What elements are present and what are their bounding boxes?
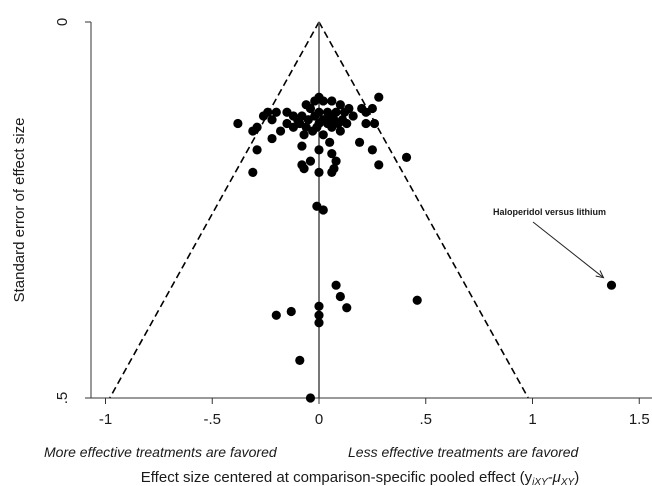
data-point: [299, 164, 309, 174]
data-point: [258, 111, 269, 121]
data-point: [295, 355, 305, 365]
data-point: [401, 152, 412, 162]
data-point: [361, 107, 371, 117]
data-point: [314, 145, 324, 155]
data-point: [248, 167, 258, 177]
data-point: [271, 107, 281, 117]
data-point: [286, 306, 296, 317]
data-point: [318, 130, 328, 140]
x-tick-label: .5: [419, 411, 432, 428]
annotation-label: Haloperidol versus lithium: [493, 207, 606, 217]
data-point: [267, 133, 277, 144]
data-point: [348, 111, 358, 121]
data-point: [305, 103, 316, 114]
chart-text: Haloperidol versus lithium More effective…: [11, 118, 606, 486]
y-tick-label: 0: [54, 18, 71, 26]
annotation-arrow: [532, 221, 604, 279]
data-point: [412, 295, 422, 305]
data-point: [318, 96, 328, 106]
data-point: [310, 96, 320, 106]
funnel-left-boundary: [109, 21, 320, 399]
data-point: [233, 118, 243, 129]
data-point: [267, 115, 277, 125]
data-point: [299, 130, 309, 140]
x-tick-label: -1: [99, 411, 112, 428]
data-point: [303, 115, 313, 125]
data-point: [331, 280, 341, 290]
data-point: [342, 118, 352, 129]
data-point: [374, 92, 384, 102]
data-point: [252, 145, 262, 155]
data-point: [297, 141, 307, 151]
data-point: [318, 205, 328, 215]
x-tick-label: 1: [528, 411, 536, 428]
data-point: [325, 137, 335, 147]
left-favor-label: More effective treatments are favored: [44, 444, 278, 460]
data-point: [354, 137, 365, 147]
x-tick-label: 1.5: [629, 411, 650, 428]
data-point: [314, 310, 324, 320]
x-tick-label: 0: [315, 411, 323, 428]
data-points: [233, 92, 617, 403]
data-point: [305, 393, 316, 403]
right-favor-label: Less effective treatments are favored: [348, 444, 580, 460]
data-point: [288, 122, 298, 132]
data-point: [271, 310, 281, 320]
data-point: [314, 318, 324, 328]
data-point: [248, 126, 258, 136]
axes: -1 -.5 0 .5 1 1.5 0 .5: [54, 18, 652, 428]
data-point: [327, 96, 337, 106]
data-point: [342, 303, 352, 313]
data-point: [335, 291, 345, 302]
data-point: [327, 122, 337, 132]
data-point: [367, 145, 377, 155]
data-point: [361, 118, 371, 129]
data-point: [331, 156, 341, 166]
y-axis-title: Standard error of effect size: [11, 118, 28, 303]
data-point: [369, 118, 380, 129]
x-tick-label: -.5: [203, 411, 221, 428]
data-point: [374, 160, 384, 170]
data-point: [305, 156, 316, 166]
data-point: [307, 126, 318, 136]
funnel-right-boundary: [318, 21, 529, 399]
data-point: [340, 107, 350, 117]
data-point: [327, 149, 337, 159]
data-point: [335, 100, 345, 110]
data-point: [314, 167, 324, 177]
data-point: [314, 301, 324, 311]
data-point: [327, 167, 337, 177]
y-tick-label: .5: [54, 392, 71, 405]
data-point: [606, 280, 617, 290]
data-point: [335, 126, 345, 136]
x-axis-title: Effect size centered at comparison-speci…: [141, 469, 579, 486]
data-point: [275, 126, 286, 136]
annotation-arrowhead: [595, 270, 605, 279]
